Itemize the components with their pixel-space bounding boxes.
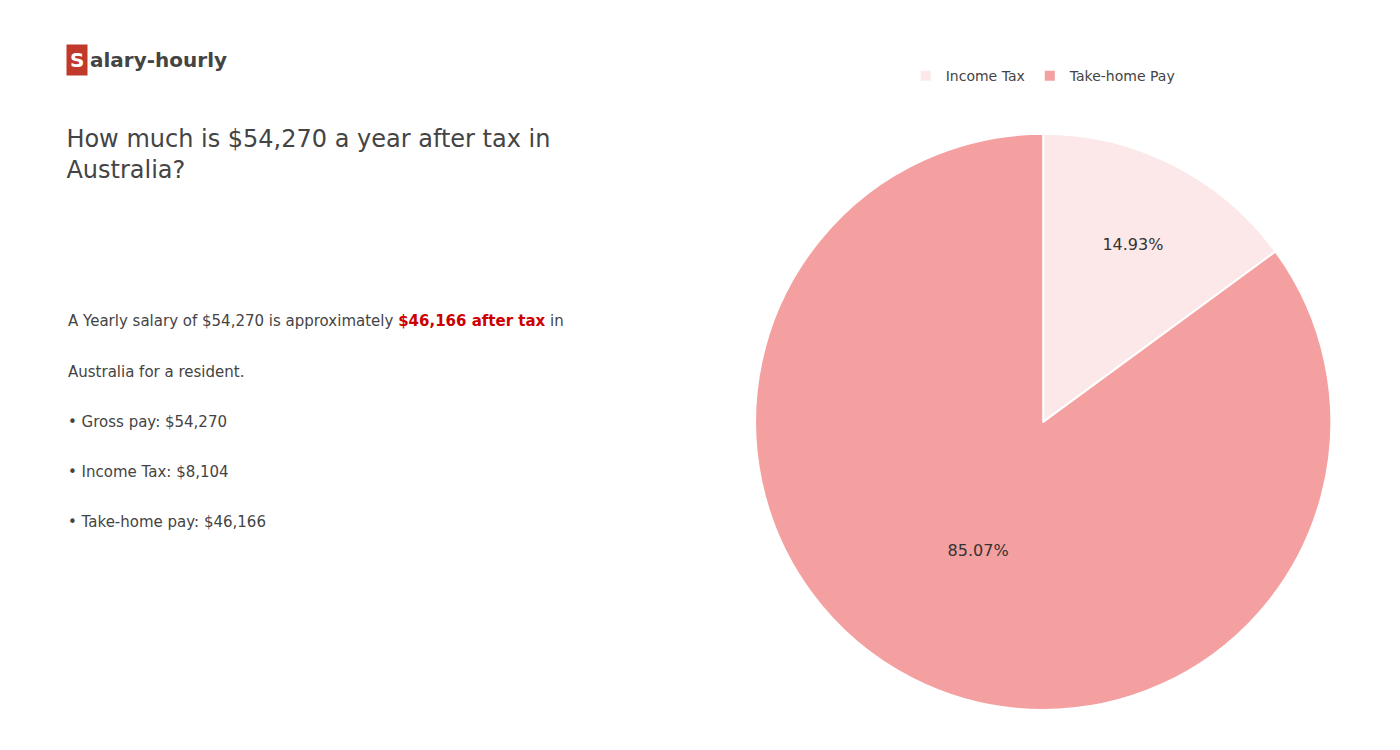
svg-text:• Take-home pay: $46,166: • Take-home pay: $46,166 [68, 513, 266, 531]
svg-text:85.07%: 85.07% [948, 541, 1009, 560]
svg-text:• Gross pay: $54,270: • Gross pay: $54,270 [68, 413, 227, 431]
svg-text:Take-home Pay: Take-home Pay [1069, 68, 1175, 84]
svg-text:14.93%: 14.93% [1102, 235, 1163, 254]
svg-text:alary-hourly: alary-hourly [90, 48, 227, 72]
svg-text:Australia for a resident.: Australia for a resident. [68, 363, 244, 381]
svg-text:S: S [70, 48, 84, 72]
svg-text:Income Tax: Income Tax [946, 68, 1025, 84]
svg-text:A Yearly salary of $54,270 is: A Yearly salary of $54,270 is approximat… [68, 312, 564, 330]
svg-text:• Income Tax: $8,104: • Income Tax: $8,104 [68, 463, 229, 481]
svg-text:How much is $54,270 a year aft: How much is $54,270 a year after tax inA… [66, 125, 550, 184]
